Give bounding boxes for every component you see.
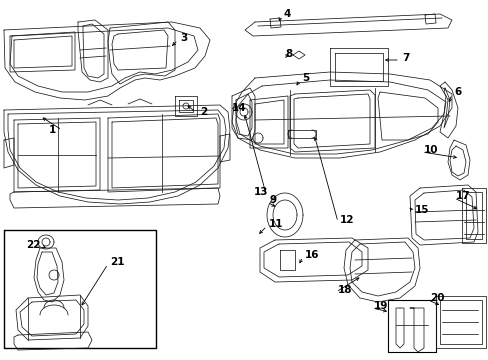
Text: 21: 21 [110,257,124,267]
Text: 14: 14 [231,103,246,113]
Text: 2: 2 [200,107,207,117]
Text: 7: 7 [401,53,408,63]
Text: 16: 16 [305,250,319,260]
Text: 8: 8 [285,49,292,59]
Text: 10: 10 [423,145,438,155]
Text: 11: 11 [268,219,283,229]
Text: 18: 18 [337,285,352,295]
Text: 20: 20 [429,293,444,303]
Text: 13: 13 [253,187,267,197]
Text: 3: 3 [180,33,187,43]
Text: 12: 12 [339,215,354,225]
Text: 17: 17 [455,191,469,201]
Text: 5: 5 [302,73,308,83]
Text: 9: 9 [268,195,276,205]
Text: 19: 19 [373,301,387,311]
Text: 15: 15 [414,205,428,215]
Text: 22: 22 [26,240,41,250]
Text: 6: 6 [453,87,460,97]
Text: 1: 1 [49,125,56,135]
Text: 4: 4 [283,9,290,19]
